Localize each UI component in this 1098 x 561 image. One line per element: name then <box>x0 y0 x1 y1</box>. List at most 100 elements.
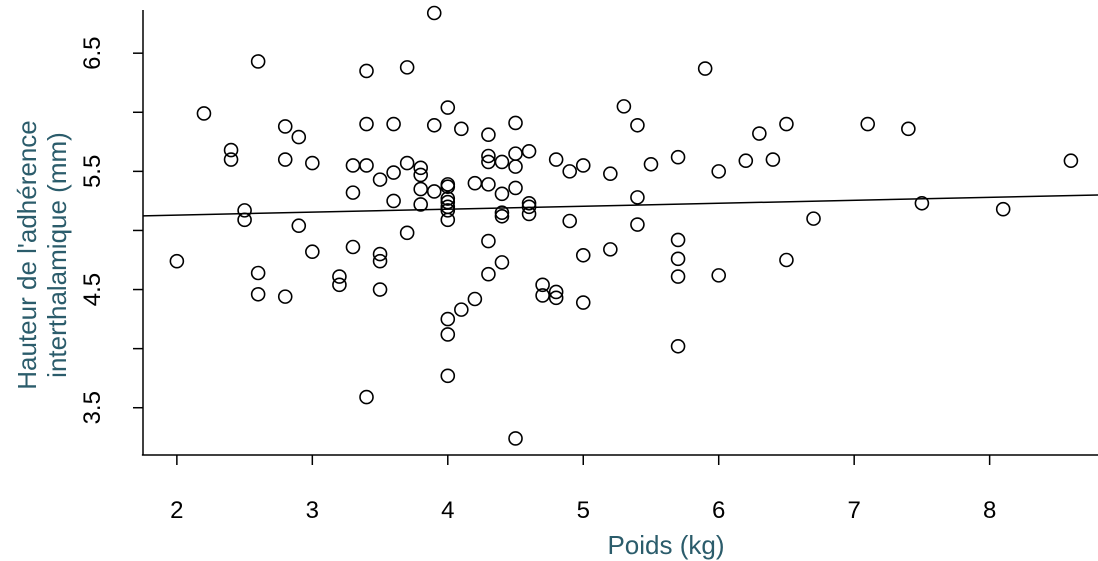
data-point <box>372 253 388 269</box>
data-point <box>223 142 239 158</box>
x-tick-label: 3 <box>306 497 319 524</box>
data-point <box>440 179 456 195</box>
data-point <box>508 159 523 174</box>
data-point <box>277 289 293 304</box>
data-point <box>481 127 496 143</box>
data-point <box>630 117 645 133</box>
data-point <box>711 268 727 283</box>
data-point <box>291 129 307 145</box>
data-point <box>535 277 550 293</box>
data-point <box>413 181 428 197</box>
data-point <box>562 213 578 229</box>
data-point <box>413 160 428 176</box>
y-axis-title-line2: interthalamique (mm) <box>42 132 72 378</box>
y-tick-label: 3.5 <box>79 391 106 424</box>
x-tick-label: 2 <box>170 497 183 524</box>
y-axis-title-line1: Hauteur de l'adhérence <box>12 120 42 389</box>
data-point <box>562 164 578 179</box>
data-point <box>440 191 456 206</box>
data-point <box>630 190 645 205</box>
data-point <box>467 175 483 191</box>
data-point <box>277 119 293 134</box>
data-point <box>399 60 415 75</box>
data-point <box>426 184 442 199</box>
data-point <box>575 295 591 310</box>
data-point <box>508 180 523 196</box>
data-point <box>305 155 320 171</box>
data-point <box>603 242 618 257</box>
x-tick-label: 5 <box>577 497 590 524</box>
x-tick-label: 4 <box>441 497 454 524</box>
data-point <box>413 167 428 183</box>
data-point <box>223 152 239 167</box>
data-point <box>765 152 781 167</box>
data-point <box>440 368 456 384</box>
data-point <box>237 203 252 218</box>
data-point <box>697 61 713 76</box>
data-point <box>332 269 347 284</box>
data-point <box>345 158 361 173</box>
data-point <box>440 100 456 115</box>
data-point <box>508 146 523 161</box>
data-point <box>494 255 510 270</box>
data-point <box>386 165 401 180</box>
data-point <box>372 246 388 262</box>
data-point <box>779 116 794 132</box>
data-point <box>250 286 266 302</box>
x-tick-label: 7 <box>847 497 860 524</box>
data-point <box>670 269 686 284</box>
data-point <box>454 302 469 317</box>
data-point <box>630 217 645 232</box>
data-point <box>521 195 537 211</box>
data-point <box>548 284 564 300</box>
data-point <box>670 149 686 165</box>
data-point <box>413 197 428 212</box>
data-point <box>250 54 266 69</box>
data-point <box>345 239 361 255</box>
data-point <box>305 244 320 260</box>
data-point <box>359 158 374 173</box>
data-point <box>779 252 794 268</box>
data-point <box>250 265 266 281</box>
data-point <box>494 208 510 224</box>
data-point <box>521 143 537 159</box>
regression-line <box>142 194 1098 217</box>
data-point <box>440 327 456 342</box>
data-point <box>860 116 876 132</box>
data-point <box>359 389 374 405</box>
data-point <box>359 63 374 79</box>
y-tick-label: 4.5 <box>79 273 106 306</box>
data-point <box>426 117 442 133</box>
data-point <box>440 212 456 228</box>
data-point <box>494 186 510 202</box>
data-point <box>440 203 456 218</box>
data-point <box>670 251 686 267</box>
data-point <box>481 148 496 164</box>
data-point <box>548 290 564 306</box>
y-tick-label: 5.5 <box>79 155 106 188</box>
data-point <box>291 218 307 234</box>
x-tick-label: 6 <box>712 497 725 524</box>
data-point <box>440 311 456 327</box>
data-point <box>454 121 469 137</box>
data-point <box>995 201 1011 217</box>
axes: 2 3 4 5 6 7 8 3.5 4.5 5.5 6.5 <box>79 10 1098 524</box>
data-point <box>372 172 388 187</box>
data-point <box>399 155 415 171</box>
data-point <box>535 288 550 303</box>
data-point <box>575 247 591 263</box>
data-point <box>169 253 185 269</box>
data-point <box>481 266 496 282</box>
data-point <box>196 106 212 121</box>
data-point <box>508 115 523 131</box>
data-point <box>345 185 361 200</box>
data-point <box>467 291 483 307</box>
data-point <box>548 152 564 167</box>
x-tick-label: 8 <box>983 497 996 524</box>
data-point <box>1063 153 1079 169</box>
data-point <box>914 195 930 211</box>
data-point <box>575 158 591 173</box>
data-point <box>481 233 496 249</box>
data-point <box>711 164 727 179</box>
